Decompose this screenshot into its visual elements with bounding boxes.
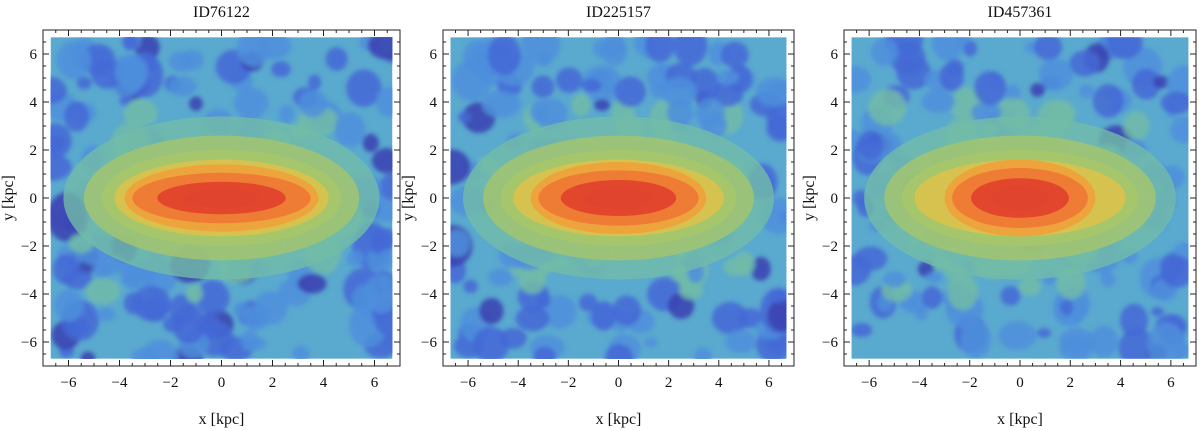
y-tick-label: 4	[30, 95, 38, 111]
y-tick-label: 6	[430, 47, 438, 63]
contour-levels	[63, 116, 380, 280]
ticks	[442, 29, 795, 367]
x-tick-label: −2	[962, 375, 978, 391]
y-tick-label: 6	[30, 47, 38, 63]
y-tick-label: −2	[822, 239, 838, 255]
contour-levels	[463, 116, 774, 280]
y-tick-label: −6	[822, 335, 838, 351]
x-tick-label: 6	[765, 375, 773, 391]
x-tick-label: −6	[460, 375, 476, 391]
y-axis-label: y [kpc]	[801, 175, 818, 221]
y-tick-label: 0	[430, 191, 438, 207]
y-tick-label: 4	[430, 95, 438, 111]
y-tick-label: 0	[831, 191, 839, 207]
contour-level-8	[584, 187, 653, 209]
x-tick-label: −6	[61, 375, 77, 391]
x-tick-label: 6	[371, 375, 379, 391]
y-tick-label: −2	[421, 239, 437, 255]
x-axis-label: x [kpc]	[199, 411, 245, 428]
x-tick-label: 2	[1067, 375, 1075, 391]
y-axis-label: y [kpc]	[0, 175, 17, 221]
ticks	[42, 29, 401, 367]
x-tick-label: 2	[665, 375, 673, 391]
panel-title: ID225157	[586, 4, 651, 21]
x-tick-label: −2	[163, 375, 179, 391]
y-tick-label: 0	[30, 191, 38, 207]
panel-2: −6 −4 −2 0 2 4 6 −6 −4 −2 0 2 4 6 ID225157 x [kpc] y [kp…	[400, 4, 795, 428]
x-tick-label: 0	[1016, 375, 1024, 391]
x-tick-label: 4	[1117, 375, 1125, 391]
x-tick-label: −6	[861, 375, 877, 391]
panel-3: −6 −4 −2 0 2 4 6 −6 −4 −2 0 2 4 6 ID457361 x [kpc] y [kp…	[801, 4, 1197, 428]
y-tick-label: 2	[831, 143, 839, 159]
x-tick-label: −2	[560, 375, 576, 391]
panel-1: −6 −4 −2 0 2 4 6 −6 −4 −2 0 2 4 6 ID76122 x [kpc] y [kpc…	[0, 4, 401, 428]
x-tick-label: 0	[615, 375, 623, 391]
y-tick-label: 2	[430, 143, 438, 159]
ticks	[843, 29, 1197, 367]
x-tick-label: −4	[510, 375, 526, 391]
contour-levels	[864, 116, 1176, 280]
x-tick-label: 4	[715, 375, 723, 391]
contour-level-8	[991, 186, 1049, 210]
y-tick-label: 4	[831, 95, 839, 111]
x-tick-label: −4	[911, 375, 927, 391]
x-axis-label: x [kpc]	[997, 411, 1043, 428]
y-tick-label: −6	[21, 335, 37, 351]
x-tick-label: 4	[320, 375, 328, 391]
y-tick-label: 6	[831, 47, 839, 63]
density-map	[851, 37, 1189, 359]
y-axis-label: y [kpc]	[400, 175, 417, 221]
panel-title: ID457361	[988, 4, 1053, 21]
x-tick-label: 6	[1167, 375, 1175, 391]
density-map	[50, 37, 393, 359]
contour-level-8	[184, 188, 259, 208]
y-tick-label: −6	[421, 335, 437, 351]
y-tick-label: −4	[421, 287, 437, 303]
y-tick-label: −4	[822, 287, 838, 303]
y-tick-label: −2	[21, 239, 37, 255]
x-tick-label: 0	[218, 375, 226, 391]
x-tick-label: −4	[112, 375, 128, 391]
y-tick-label: −4	[21, 287, 37, 303]
x-tick-label: 2	[269, 375, 277, 391]
density-map	[450, 37, 787, 359]
y-tick-label: 2	[30, 143, 38, 159]
x-axis-label: x [kpc]	[596, 411, 642, 428]
panel-title: ID76122	[193, 4, 250, 21]
